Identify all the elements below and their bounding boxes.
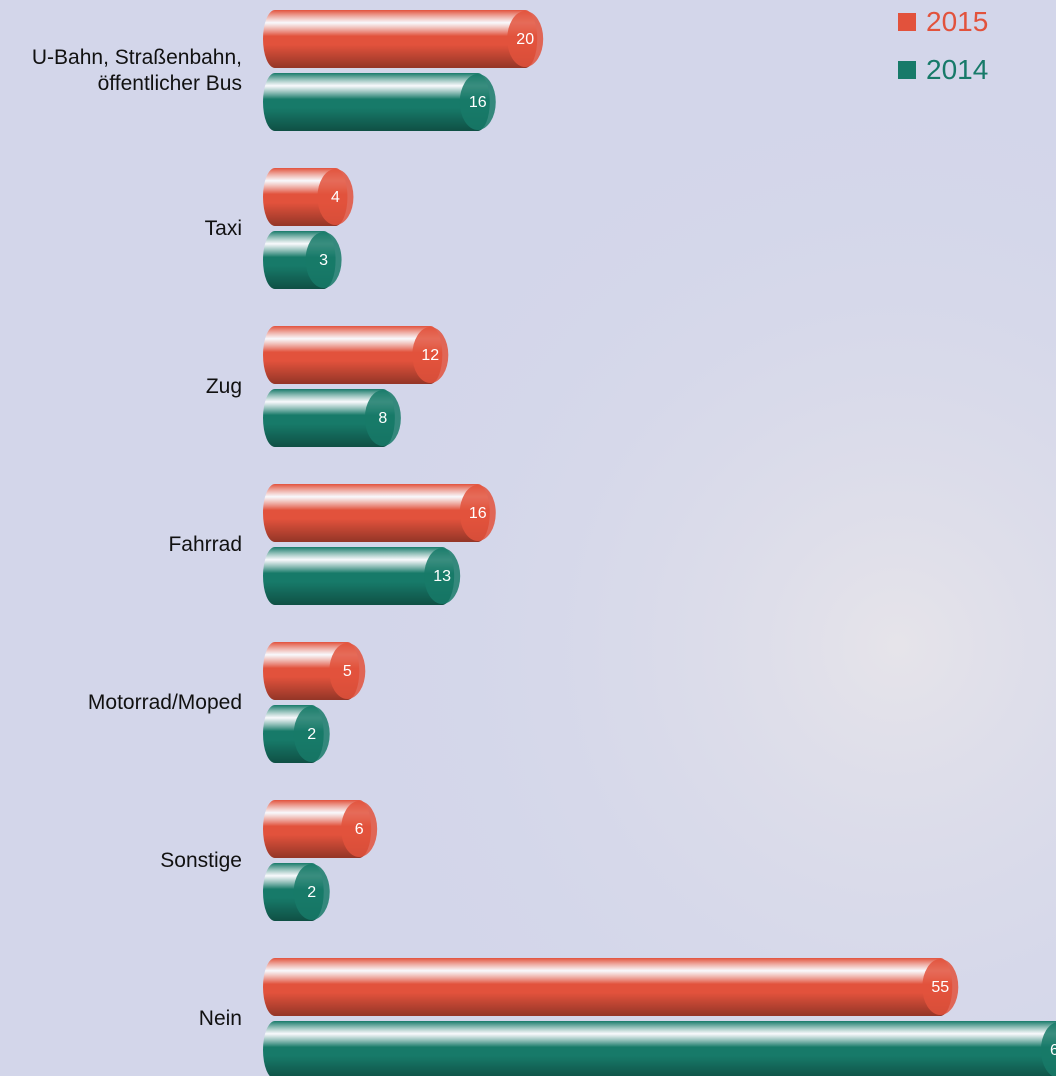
bar-group: 2 [263,863,330,921]
bar-group: 20 [263,10,543,68]
category-label: Zug [0,374,242,400]
category-label: Taxi [0,216,242,242]
legend-item: 2014 [898,54,988,86]
bar-group: 55 [263,958,958,1016]
value-label: 3 [319,252,328,269]
bar-group: 4 [263,168,353,226]
bar-group: 16 [263,484,496,542]
bar-group: 3 [263,231,342,289]
value-label: 55 [931,979,949,996]
bar-group: 12 [263,326,448,384]
legend-label: 2015 [926,6,988,38]
bar-group: 6 [263,800,377,858]
value-label: 20 [516,31,534,48]
legend-label: 2014 [926,54,988,86]
value-label: 4 [331,189,340,206]
value-label: 16 [469,94,487,111]
bar-group: 5 [263,642,365,700]
value-label: 65 [1050,1042,1056,1059]
value-label: 16 [469,505,487,522]
chart: 20 16 4 3 12 8 16 13 5 2 6 2 55 65 U-Bahn, Straßenbah… [0,0,1056,1076]
legend-swatch [898,13,916,31]
bar-group: 8 [263,389,401,447]
bar-group: 16 [263,73,496,131]
value-label: 2 [307,726,316,743]
value-label: 13 [433,568,451,585]
value-label: 12 [421,347,439,364]
bar-shade [263,958,952,1016]
bar-group: 2 [263,705,330,763]
category-label: Motorrad/Moped [0,690,242,716]
bar-group: 13 [263,547,460,605]
value-label: 5 [343,663,352,680]
bar-shade [263,1021,1056,1076]
legend-item: 2015 [898,6,988,38]
bar-group: 65 [263,1021,1056,1076]
category-label: Nein [0,1006,242,1032]
value-label: 6 [355,821,364,838]
legend-swatch [898,61,916,79]
category-label: Fahrrad [0,532,242,558]
category-label: U-Bahn, Straßenbahn, öffentlicher Bus [0,45,242,97]
bar-shade [263,10,537,68]
category-label: Sonstige [0,848,242,874]
bar-shade [263,73,490,131]
value-label: 8 [378,410,387,427]
bar-shade [263,484,490,542]
value-label: 2 [307,884,316,901]
